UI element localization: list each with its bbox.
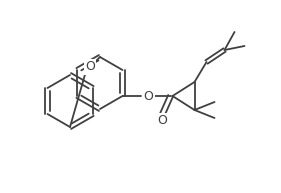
Text: O: O (158, 114, 167, 128)
Text: O: O (85, 60, 95, 74)
Text: O: O (144, 90, 153, 102)
